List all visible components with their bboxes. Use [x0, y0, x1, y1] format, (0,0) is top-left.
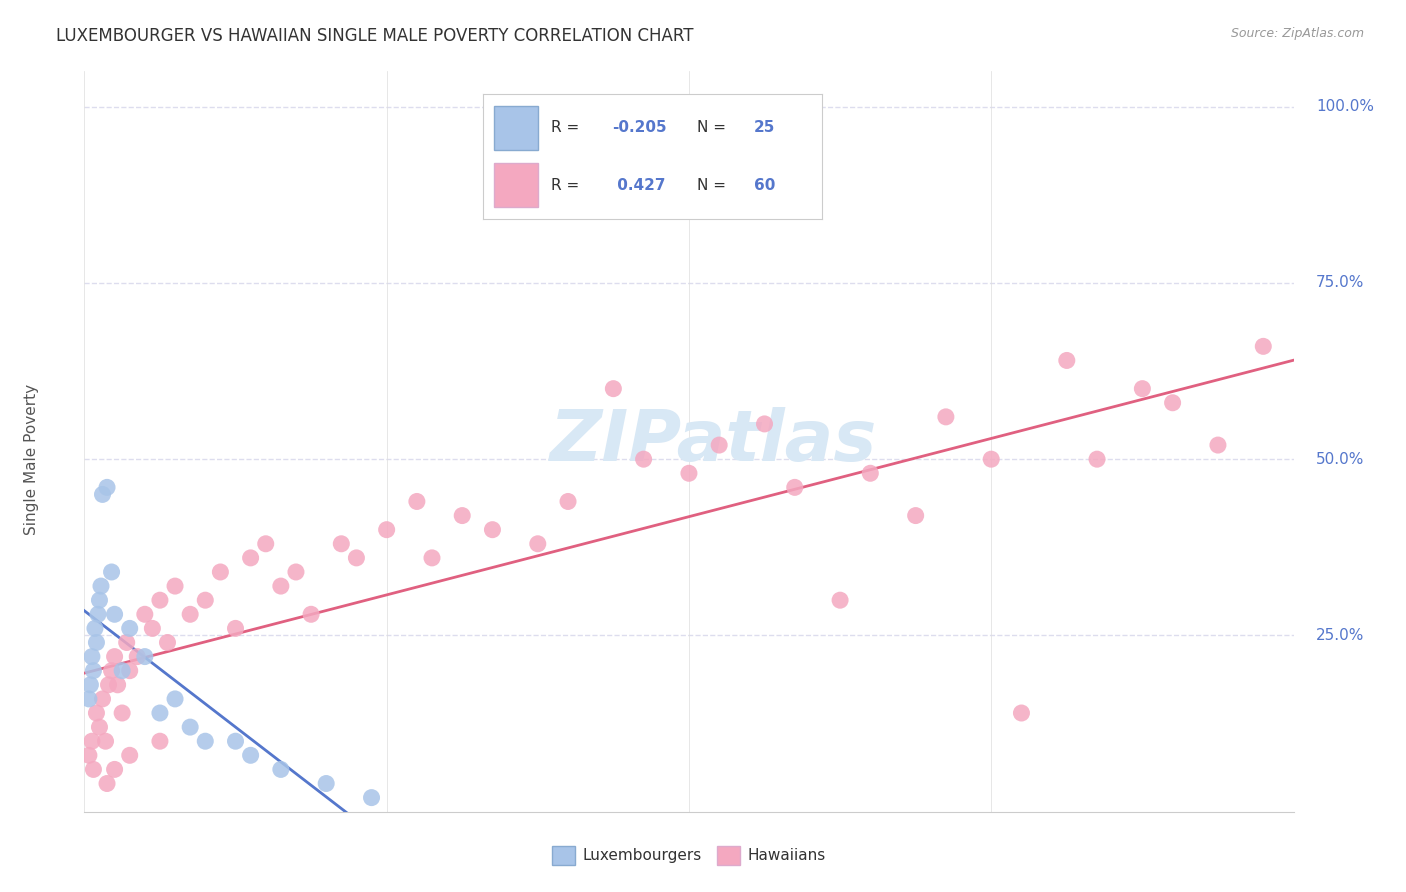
Point: [315, 776, 337, 790]
Point: [100, 664, 122, 678]
Point: [209, 565, 232, 579]
Point: [94, 734, 117, 748]
Point: [678, 467, 700, 481]
Point: [107, 678, 129, 692]
Point: [225, 734, 247, 748]
Point: [375, 523, 398, 537]
Point: [709, 438, 731, 452]
Point: [754, 417, 776, 431]
Point: [104, 607, 127, 622]
Point: [270, 763, 292, 777]
Point: [1132, 382, 1154, 396]
Point: [134, 607, 156, 622]
Point: [86, 635, 108, 649]
Point: [285, 565, 308, 579]
Point: [91, 692, 114, 706]
Point: [89, 720, 111, 734]
Point: [115, 635, 138, 649]
Point: [82, 664, 104, 678]
Point: [134, 649, 156, 664]
Point: [79, 678, 101, 692]
Point: [111, 664, 134, 678]
Point: [96, 480, 118, 494]
Point: [935, 409, 957, 424]
Point: [89, 593, 111, 607]
Point: [149, 593, 172, 607]
Point: [481, 523, 503, 537]
Point: [104, 649, 127, 664]
Point: [330, 537, 353, 551]
Point: [104, 763, 127, 777]
Point: [149, 734, 172, 748]
Point: [633, 452, 655, 467]
Point: [84, 621, 107, 635]
Point: [1253, 339, 1275, 353]
Point: [904, 508, 927, 523]
Point: [239, 748, 262, 763]
Point: [87, 607, 110, 622]
Point: [239, 550, 262, 565]
Point: [77, 692, 100, 706]
Text: Single Male Poverty: Single Male Poverty: [24, 384, 39, 534]
Point: [118, 621, 141, 635]
Text: ZIPatlas: ZIPatlas: [550, 407, 877, 476]
Point: [82, 763, 104, 777]
Point: [420, 550, 443, 565]
Point: [141, 621, 163, 635]
Point: [118, 664, 141, 678]
Point: [118, 748, 141, 763]
Point: [1085, 452, 1108, 467]
Point: [100, 565, 122, 579]
Point: [557, 494, 579, 508]
Point: [179, 607, 201, 622]
Point: [225, 621, 247, 635]
Point: [859, 467, 882, 481]
Text: 75.0%: 75.0%: [1316, 276, 1365, 291]
Point: [165, 579, 187, 593]
Point: [97, 678, 120, 692]
Legend: Luxembourgers, Hawaiians: Luxembourgers, Hawaiians: [546, 840, 832, 871]
Point: [1011, 706, 1033, 720]
Text: LUXEMBOURGER VS HAWAIIAN SINGLE MALE POVERTY CORRELATION CHART: LUXEMBOURGER VS HAWAIIAN SINGLE MALE POV…: [56, 27, 693, 45]
Point: [77, 748, 100, 763]
Point: [299, 607, 322, 622]
Point: [1206, 438, 1229, 452]
Point: [980, 452, 1002, 467]
Point: [86, 706, 108, 720]
Point: [96, 776, 118, 790]
Point: [527, 537, 550, 551]
Point: [179, 720, 201, 734]
Text: 50.0%: 50.0%: [1316, 451, 1365, 467]
Point: [602, 382, 624, 396]
Point: [451, 508, 474, 523]
Point: [360, 790, 382, 805]
Point: [783, 480, 806, 494]
Text: 25.0%: 25.0%: [1316, 628, 1365, 643]
Point: [194, 593, 217, 607]
Point: [90, 579, 112, 593]
Point: [111, 706, 134, 720]
Point: [194, 734, 217, 748]
Point: [149, 706, 172, 720]
Point: [80, 734, 103, 748]
Point: [1056, 353, 1078, 368]
Point: [80, 649, 103, 664]
Point: [1161, 396, 1184, 410]
Text: 100.0%: 100.0%: [1316, 99, 1374, 114]
Point: [406, 494, 429, 508]
Text: Source: ZipAtlas.com: Source: ZipAtlas.com: [1230, 27, 1364, 40]
Point: [346, 550, 368, 565]
Point: [165, 692, 187, 706]
Point: [254, 537, 277, 551]
Point: [156, 635, 179, 649]
Point: [127, 649, 149, 664]
Point: [91, 487, 114, 501]
Point: [270, 579, 292, 593]
Point: [830, 593, 852, 607]
